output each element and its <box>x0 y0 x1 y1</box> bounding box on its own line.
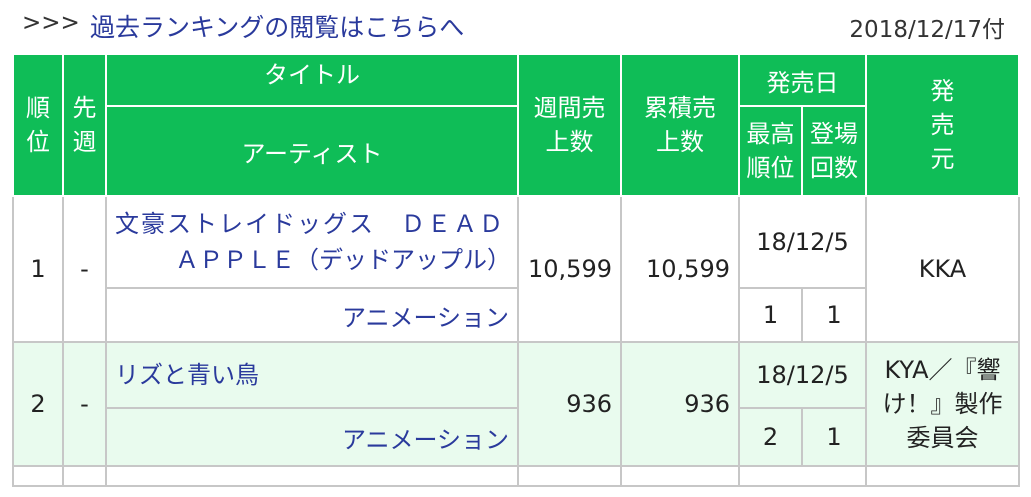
col-cumulative-sales: 累積売上数 <box>620 53 740 197</box>
label-cell: KKA <box>865 195 1020 343</box>
header-row-1: 順位 先週 タイトル 週間売上数 累積売上数 発売日 発売元 <box>12 53 1020 197</box>
rank-cell <box>12 465 64 487</box>
label-text: KYA／『響け！』製作委員会 <box>882 356 1003 452</box>
col-weekly-label: 週間売上数 <box>533 94 606 156</box>
appearances-cell: 1 <box>801 407 867 467</box>
table-row: 2 - リズと青い鳥 936 936 18/12/5 KYA／『響け！』製作委員… <box>12 341 1020 467</box>
prev-week-cell <box>62 465 107 487</box>
cumulative-sales-cell: 936 <box>620 341 740 467</box>
col-count-label: 登場回数 <box>810 120 858 182</box>
col-appearances: 登場回数 <box>801 105 867 197</box>
title-cell <box>105 465 519 487</box>
header-row-2: アーティスト 最高順位 登場回数 <box>13 105 1019 197</box>
col-title: タイトル <box>105 53 519 107</box>
cumulative-sales-cell <box>620 465 740 487</box>
col-rank-label: 順位 <box>26 94 50 156</box>
col-prev-week: 先週 <box>62 53 107 197</box>
past-ranking-link[interactable]: 過去ランキングの閲覧はこちらへ <box>90 13 465 42</box>
peak-rank-cell: 2 <box>738 407 803 467</box>
table-row-sub: アニメーション 1 1 <box>13 287 1019 343</box>
ranking-date: 2018/12/17付 <box>849 17 1005 43</box>
prev-week-cell: - <box>62 195 107 343</box>
label-cell <box>865 465 1020 487</box>
col-cumulative-label: 累積売上数 <box>644 94 716 156</box>
table-row: 1 - 文豪ストレイドッグス ＤＥＡＤ ＡＰＰＬＥ（デッドアップル） 10,59… <box>12 195 1020 343</box>
col-artist: アーティスト <box>105 105 519 197</box>
artist-cell[interactable]: アニメーション <box>105 287 519 343</box>
title-cell[interactable]: 文豪ストレイドッグス ＤＥＡＤ ＡＰＰＬＥ（デッドアップル） <box>105 195 519 289</box>
col-peak-rank: 最高順位 <box>738 105 803 197</box>
peak-rank-cell: 1 <box>738 287 803 343</box>
title-line[interactable]: ＡＰＰＬＥ（デッドアップル） <box>175 246 511 274</box>
weekly-sales-cell: 10,599 <box>517 195 622 343</box>
arrow-marker: >>> <box>22 10 80 36</box>
weekly-sales-cell: 936 <box>517 341 622 467</box>
release-date-cell <box>738 465 867 487</box>
appearances-cell: 1 <box>801 287 867 343</box>
title-cell[interactable]: リズと青い鳥 <box>105 341 519 409</box>
col-rank: 順位 <box>12 53 64 197</box>
table-row-partial <box>12 465 1020 487</box>
release-date-cell: 18/12/5 <box>738 341 867 409</box>
col-label: 発売元 <box>865 53 1020 197</box>
prev-week-cell: - <box>62 341 107 467</box>
ranking-table: 順位 先週 タイトル 週間売上数 累積売上数 発売日 発売元 アーティスト 最高… <box>12 53 1020 487</box>
ranking-header-bar: >>> 過去ランキングの閲覧はこちらへ 2018/12/17付 <box>0 0 1031 50</box>
weekly-sales-cell <box>517 465 622 487</box>
col-weekly-sales: 週間売上数 <box>517 53 622 197</box>
cumulative-sales-cell: 10,599 <box>620 195 740 343</box>
col-peak-label: 最高順位 <box>746 120 795 182</box>
col-release-date: 発売日 <box>738 53 867 107</box>
artist-cell[interactable]: アニメーション <box>105 407 519 467</box>
rank-cell: 2 <box>12 341 64 467</box>
title-line[interactable]: 文豪ストレイドッグス ＤＥＡＤ <box>115 210 505 238</box>
rank-cell: 1 <box>12 195 64 343</box>
col-prev-label: 先週 <box>72 94 97 156</box>
label-cell: KYA／『響け！』製作委員会 <box>865 341 1020 467</box>
release-date-cell: 18/12/5 <box>738 195 867 289</box>
col-label-text: 発売元 <box>930 77 955 173</box>
table-row-sub: アニメーション 2 1 <box>13 407 1019 467</box>
